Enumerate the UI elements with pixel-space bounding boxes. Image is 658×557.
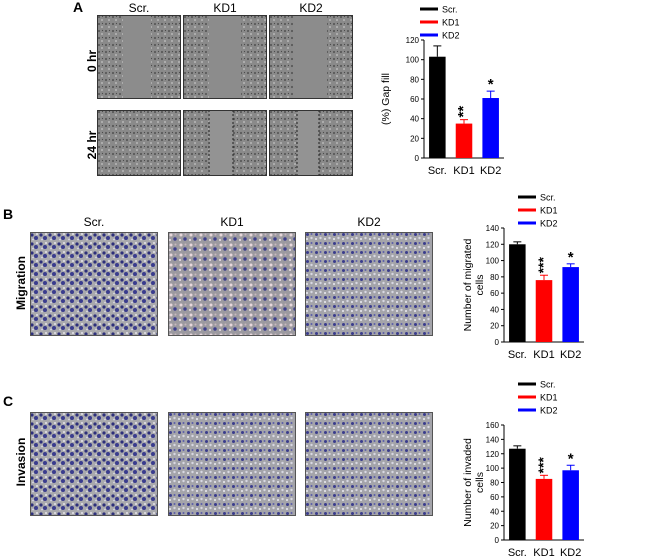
- invasion-image-scr: [30, 412, 158, 516]
- bar-kd2: [562, 470, 579, 540]
- migration-image-kd1: [168, 232, 296, 336]
- wound-image-kd2-0hr: [269, 15, 353, 99]
- y-axis-label: cells: [474, 472, 486, 493]
- bar-scr: [509, 448, 526, 540]
- x-tick-label: KD1: [533, 547, 554, 557]
- significance-mark: *: [488, 76, 494, 93]
- bar-kd2: [562, 267, 579, 342]
- panel-b-row-migration: Migration: [14, 256, 28, 310]
- y-tick-label: 120: [486, 450, 500, 459]
- y-tick-label: 20: [410, 134, 419, 143]
- legend-label: KD1: [442, 18, 460, 28]
- y-tick-label: 20: [490, 322, 499, 331]
- y-tick-label: 40: [410, 115, 419, 124]
- bar-scr: [429, 56, 446, 158]
- y-tick-label: 40: [490, 305, 499, 314]
- bar-kd1: [535, 478, 553, 540]
- wound-image-kd1-24hr: [183, 110, 267, 176]
- y-tick-label: 40: [490, 507, 499, 516]
- y-tick-label: 20: [490, 522, 499, 531]
- invasion-image-kd1: [168, 412, 296, 516]
- y-tick-label: 120: [406, 36, 420, 45]
- legend-label: Scr.: [442, 5, 458, 15]
- panel-b-col-scr: Scr.: [83, 215, 105, 229]
- panel-a-col-scr: Scr.: [128, 1, 150, 15]
- migration-image-kd2: [305, 232, 433, 336]
- y-tick-label: 100: [486, 464, 500, 473]
- x-tick-label: KD1: [533, 349, 554, 361]
- y-tick-label: 160: [486, 421, 500, 430]
- y-tick-label: 60: [490, 289, 499, 298]
- y-tick-label: 140: [486, 224, 500, 233]
- y-tick-label: 0: [495, 338, 500, 347]
- y-tick-label: 0: [495, 536, 500, 545]
- y-tick-label: 0: [415, 154, 420, 163]
- chart-gap-fill: Scr. KD1 KD2 0 20 40 60 80 100 120 (%) Gap fill Scr…: [380, 5, 504, 177]
- bar-kd1: [455, 123, 473, 158]
- panel-a-col-kd1: KD1: [213, 1, 237, 15]
- y-axis-label: (%) Gap fill: [380, 73, 392, 125]
- panel-b-col-kd1: KD1: [220, 215, 244, 229]
- legend-label: KD1: [540, 206, 558, 216]
- y-tick-label: 120: [486, 240, 500, 249]
- significance-mark: *: [568, 249, 574, 266]
- x-tick-label: Scr.: [508, 349, 527, 361]
- wound-image-scr-24hr: [97, 110, 181, 176]
- wound-image-scr-0hr: [97, 15, 181, 99]
- legend-label: KD2: [442, 31, 460, 41]
- wound-image-kd2-24hr: [269, 110, 353, 176]
- x-tick-label: KD2: [480, 165, 501, 177]
- chart-invaded-cells: Scr. KD1 KD2 0 20 40 60 80 100 120 140 160 Number of…: [462, 380, 584, 557]
- y-tick-label: 60: [410, 95, 419, 104]
- panel-b-label: B: [3, 206, 14, 222]
- significance-mark: ***: [535, 457, 551, 474]
- y-tick-label: 80: [490, 479, 499, 488]
- wound-image-kd1-0hr: [183, 15, 267, 99]
- legend-label: KD2: [540, 219, 558, 229]
- legend-label: KD1: [540, 393, 558, 403]
- panel-b-col-kd2: KD2: [357, 215, 381, 229]
- bar-kd2: [482, 98, 499, 158]
- panel-c-row-invasion: Invasion: [14, 437, 28, 487]
- y-tick-label: 60: [490, 493, 499, 502]
- legend-label: KD2: [540, 406, 558, 416]
- y-axis-label: Number of migrated: [462, 238, 474, 331]
- panel-a-col-kd2: KD2: [299, 1, 323, 15]
- significance-mark: ***: [535, 257, 551, 274]
- migration-image-scr: [30, 232, 158, 336]
- panel-c-label: C: [3, 393, 14, 409]
- bar-scr: [509, 244, 526, 342]
- legend-label: Scr.: [540, 380, 556, 390]
- legend-label: Scr.: [540, 193, 556, 203]
- bar-kd1: [535, 280, 553, 342]
- y-tick-label: 100: [486, 257, 500, 266]
- significance-mark: **: [455, 106, 472, 118]
- x-tick-label: Scr.: [508, 547, 527, 557]
- x-tick-label: KD2: [560, 349, 581, 361]
- y-tick-label: 100: [406, 56, 420, 65]
- y-axis-label: Number of invaded: [462, 438, 474, 527]
- x-tick-label: KD2: [560, 547, 581, 557]
- y-tick-label: 80: [410, 75, 419, 84]
- x-tick-label: Scr.: [428, 165, 447, 177]
- y-tick-label: 140: [486, 435, 500, 444]
- chart-migrated-cells: Scr. KD1 KD2 0 20 40 60 80 100 120 140 Number of mi…: [462, 193, 584, 361]
- x-tick-label: KD1: [453, 165, 474, 177]
- significance-mark: *: [568, 450, 574, 467]
- y-axis-label: cells: [474, 274, 486, 295]
- invasion-image-kd2: [305, 412, 433, 516]
- y-tick-label: 80: [490, 273, 499, 282]
- panel-a-label: A: [73, 0, 84, 15]
